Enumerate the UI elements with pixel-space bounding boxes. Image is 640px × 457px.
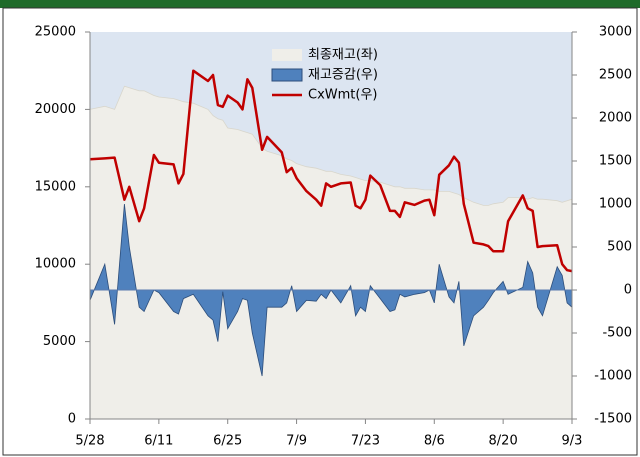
x-tick-label: 8/20 [489,434,518,449]
top-bar [0,0,640,8]
y-tick-label: 0 [68,412,76,427]
legend-label: CxWmt(우) [308,88,378,103]
y2-tick-label: 1500 [599,154,632,169]
y2-tick-label: 2000 [599,111,632,126]
frame [2,7,638,456]
y2-tick-label: -1000 [594,369,632,384]
y2-tick-label: -500 [602,326,632,341]
x-tick-label: 7/9 [286,434,307,449]
y-tick-label: 20000 [35,102,76,117]
y2-tick-label: 500 [607,240,632,255]
x-tick-label: 8/6 [424,434,445,449]
x-tick-label: 9/3 [562,434,583,449]
legend-label: 재고증감(우) [308,68,378,83]
x-tick-label: 5/28 [75,434,104,449]
y-tick-label: 10000 [35,257,76,272]
x-tick-label: 7/23 [351,434,380,449]
y-tick-label: 5000 [43,334,76,349]
y-tick-label: 15000 [35,179,76,194]
x-tick-label: 6/25 [213,434,242,449]
x-tick-label: 6/11 [144,434,173,449]
y2-tick-label: 3000 [599,25,632,40]
y2-tick-label: 0 [624,283,632,298]
legend-swatch [271,68,303,82]
y-tick-label: 25000 [35,25,76,40]
y2-tick-label: 1000 [599,197,632,212]
legend-swatch [272,49,302,61]
legend-label: 최종재고(좌) [308,48,378,63]
y2-tick-label: 2500 [599,68,632,83]
line [89,69,573,273]
y2-tick-label: -1500 [594,412,632,427]
